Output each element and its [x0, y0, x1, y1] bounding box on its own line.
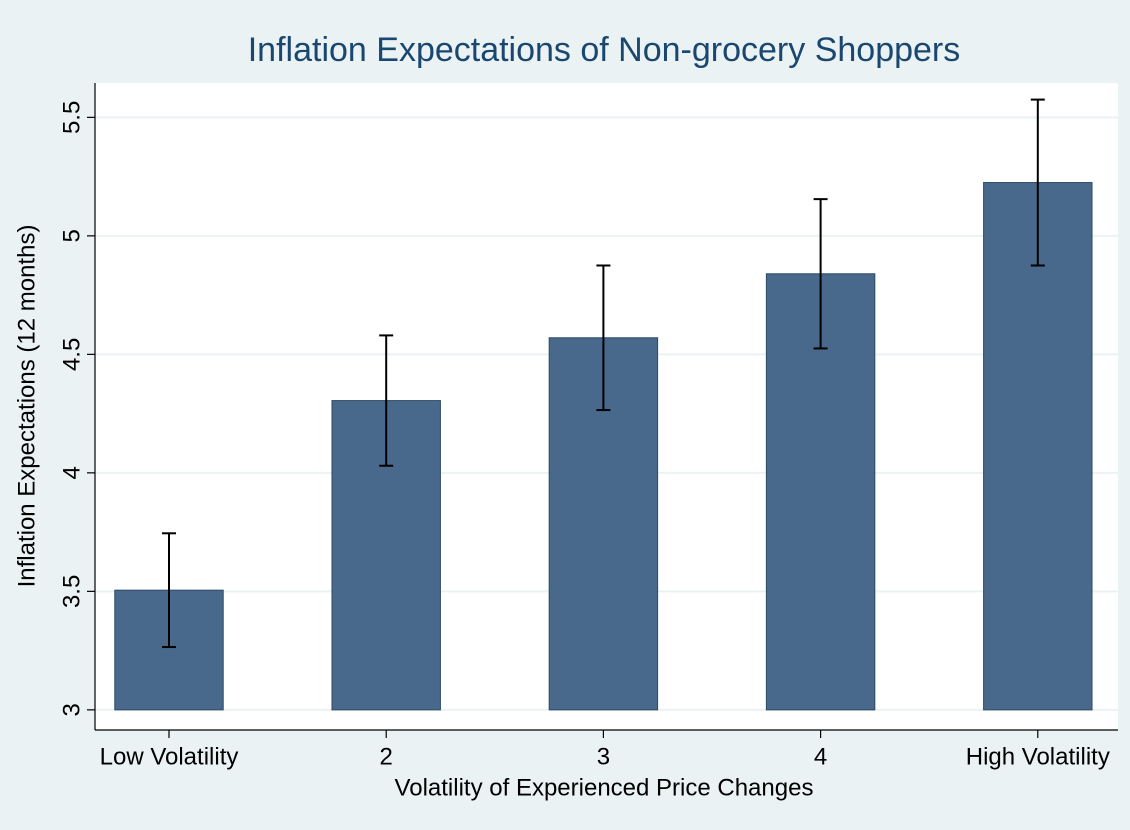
y-tick-label: 3.5: [58, 575, 85, 608]
y-tick-label: 4.5: [58, 338, 85, 371]
x-tick-label: 2: [380, 743, 393, 770]
y-tick-label: 5: [58, 229, 85, 242]
bar: [983, 182, 1093, 711]
x-tick-label: Low Volatility: [100, 743, 239, 770]
chart-title: Inflation Expectations of Non-grocery Sh…: [248, 31, 961, 69]
error-bar: [596, 264, 611, 412]
x-tick-label: High Volatility: [966, 743, 1110, 770]
x-tick-label: 3: [597, 743, 610, 770]
error-bar: [379, 334, 394, 467]
y-tick-label: 5.5: [58, 101, 85, 134]
y-axis-title: Inflation Expectations (12 months): [13, 225, 40, 588]
error-bar: [1030, 98, 1045, 267]
x-axis-title: Volatility of Experienced Price Changes: [395, 774, 814, 801]
x-tick-label: 4: [814, 743, 827, 770]
bar: [114, 589, 224, 711]
y-tick-label: 4: [58, 466, 85, 479]
error-bar: [162, 532, 176, 649]
error-bar: [813, 198, 828, 350]
y-tick-label: 3: [58, 703, 85, 716]
